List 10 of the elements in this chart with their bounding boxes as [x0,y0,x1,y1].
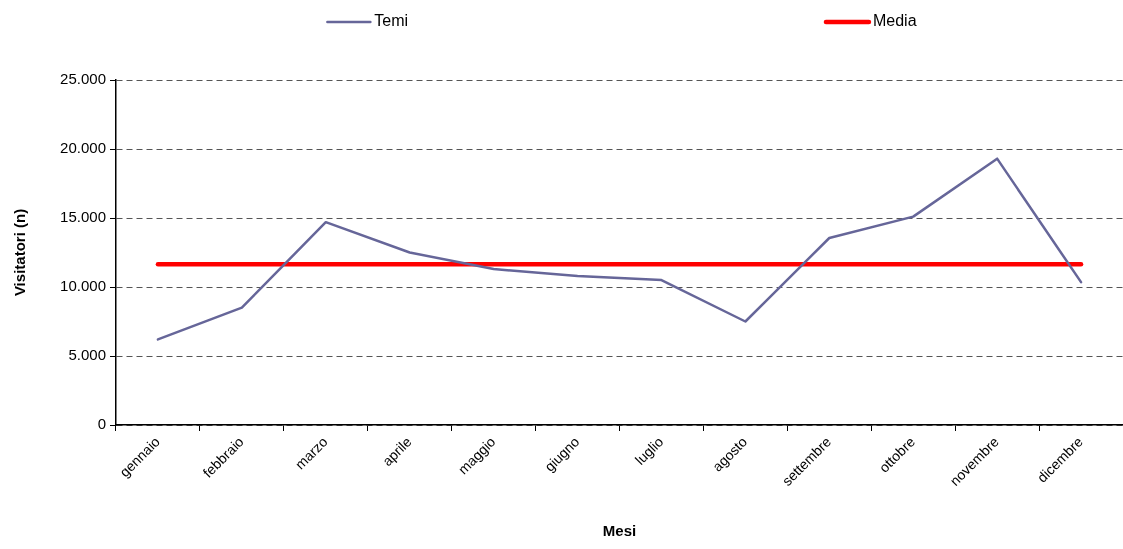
y-tick-label: 25.000 [60,70,106,88]
legend-label: Media [872,12,917,30]
y-axis-title: Visitatori (n) [11,208,29,297]
y-tick-label: 15.000 [60,208,106,226]
y-tick-label: 5.000 [68,346,106,364]
legend-label: Temi [374,12,409,30]
y-tick-label: 10.000 [60,277,106,295]
y-tick-label: 0 [97,415,106,433]
x-axis-title: Mesi [602,522,637,540]
y-tick-label: 20.000 [60,139,106,157]
